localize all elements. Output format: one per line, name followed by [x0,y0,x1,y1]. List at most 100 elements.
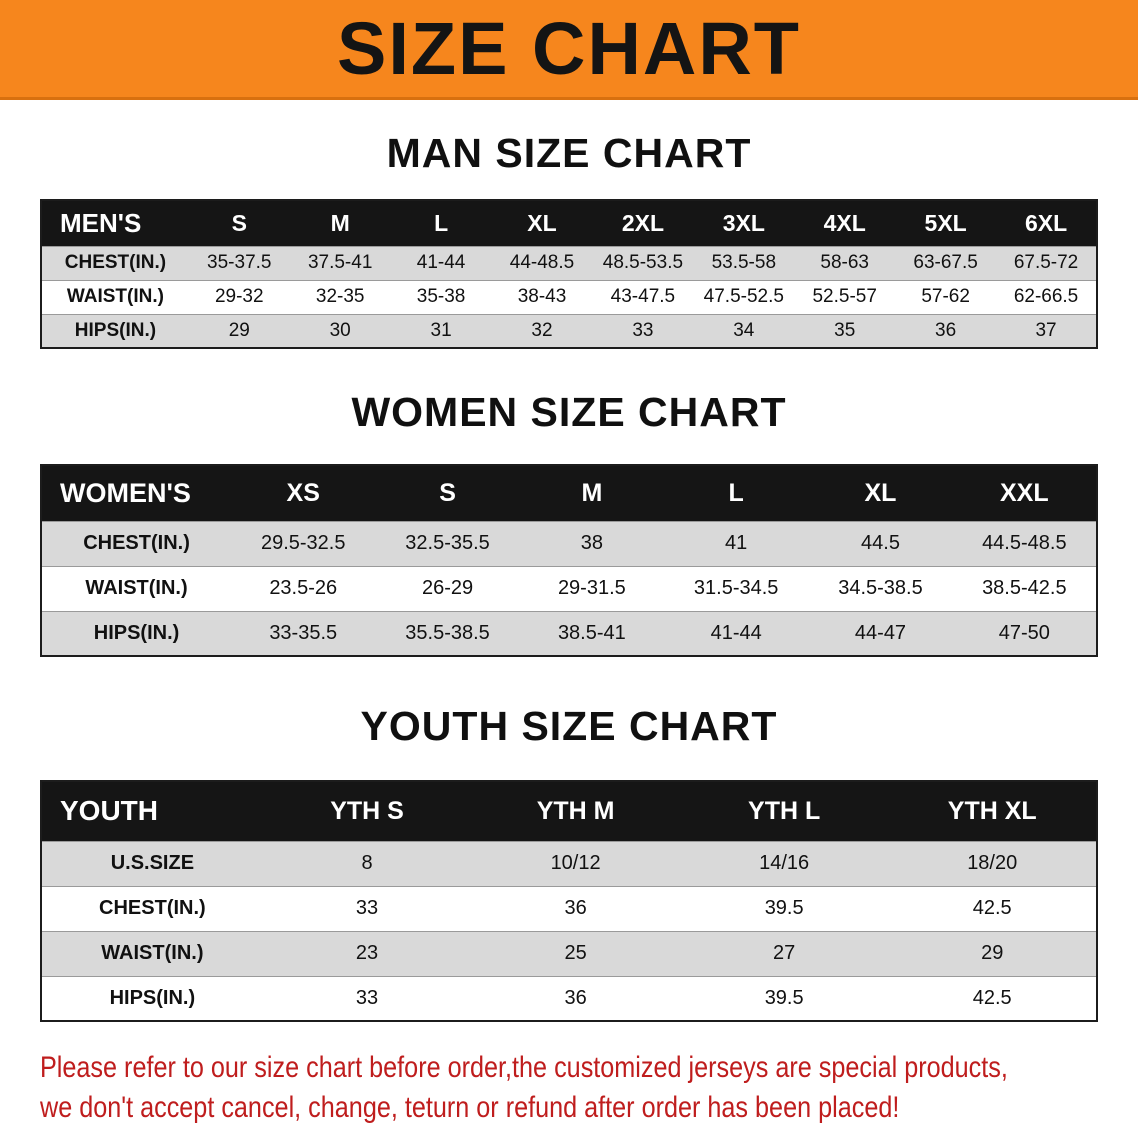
size-value: 43-47.5 [592,279,694,314]
table-row: HIPS(IN.) 33 36 39.5 42.5 [41,975,1097,1021]
women-size-section: WOMEN SIZE CHART WOMEN'S XS S M L XL XXL CHEST(… [0,389,1138,657]
size-value: 34.5-38.5 [808,565,953,611]
size-value: 37.5-41 [289,245,391,280]
size-value: 41 [664,520,809,566]
size-value: 23 [262,930,472,976]
size-value: 10/12 [471,840,680,886]
size-chart-banner: SIZE CHART [0,0,1138,100]
size-value: 47.5-52.5 [693,279,795,314]
size-value: 53.5-58 [693,245,795,280]
row-label: WAIST(IN.) [41,279,189,314]
size-value: 26-29 [375,565,520,611]
size-value: 35 [794,313,896,348]
men-size-table: MEN'S S M L XL 2XL 3XL 4XL 5XL 6XL CHEST(IN.) 35-37… [40,199,1098,349]
table-row: HIPS(IN.) 29 30 31 32 33 34 35 36 37 [41,313,1097,348]
size-column-header: YTH L [679,781,889,841]
size-value: 33 [262,975,472,1021]
size-value: 44-47 [808,610,953,656]
size-table: MEN'S S M L XL 2XL 3XL 4XL 5XL 6XL CHEST(IN.) 35-37… [40,199,1098,349]
size-value: 33-35.5 [231,610,376,656]
women-size-table: WOMEN'S XS S M L XL XXL CHEST(IN.) 29.5-32.5 32.5… [40,464,1098,657]
size-value: 33 [592,313,694,348]
size-column-header: S [188,200,290,246]
size-value: 52.5-57 [794,279,896,314]
size-value: 57-62 [895,279,997,314]
size-column-header: XS [231,465,376,521]
size-column-header: XXL [952,465,1097,521]
disclaimer: Please refer to our size chart before or… [40,1048,1138,1127]
men-section-heading: MAN SIZE CHART [386,130,752,176]
size-table: YOUTH YTH S YTH M YTH L YTH XL U.S.SIZE 8 10/12… [40,780,1098,1022]
disclaimer-line-1: Please refer to our size chart before or… [40,1051,1008,1084]
size-value: 29-31.5 [519,565,665,611]
youth-section-heading: YOUTH SIZE CHART [360,703,778,749]
row-label: CHEST(IN.) [41,245,189,280]
table-row: CHEST(IN.) 35-37.5 37.5-41 41-44 44-48.5 48.5… [41,245,1097,280]
size-column-header: YTH S [262,781,472,841]
size-value: 35-38 [390,279,492,314]
size-value: 41-44 [664,610,809,656]
size-value: 8 [262,840,472,886]
size-value: 32-35 [289,279,391,314]
row-label: WAIST(IN.) [41,565,232,611]
table-corner-label: WOMEN'S [41,465,232,521]
size-value: 35.5-38.5 [375,610,520,656]
table-header-row: YOUTH YTH S YTH M YTH L YTH XL [41,781,1097,841]
size-value: 37 [996,313,1097,348]
disclaimer-line-2: we don't accept cancel, change, teturn o… [40,1090,900,1124]
table-header-row: MEN'S S M L XL 2XL 3XL 4XL 5XL 6XL [41,200,1097,246]
table-corner-label: YOUTH [41,781,263,841]
table-row: CHEST(IN.) 29.5-32.5 32.5-35.5 38 41 44.5 44.5… [41,520,1097,566]
size-table: WOMEN'S XS S M L XL XXL CHEST(IN.) 29.5-32.5 32.5… [40,464,1098,657]
size-value: 62-66.5 [996,279,1097,314]
size-value: 42.5 [888,885,1097,931]
row-label: CHEST(IN.) [41,520,232,566]
row-label: U.S.SIZE [41,840,263,886]
size-value: 41-44 [390,245,492,280]
size-value: 63-67.5 [895,245,997,280]
size-column-header: M [289,200,391,246]
size-value: 36 [471,885,680,931]
table-row: U.S.SIZE 8 10/12 14/16 18/20 [41,840,1097,886]
size-value: 36 [471,975,680,1021]
size-value: 30 [289,313,391,348]
size-value: 38-43 [491,279,593,314]
size-column-header: L [664,465,809,521]
size-value: 38.5-41 [519,610,665,656]
size-value: 18/20 [888,840,1097,886]
size-value: 31.5-34.5 [664,565,809,611]
size-column-header: 4XL [794,200,896,246]
men-size-section: MAN SIZE CHART MEN'S S M L XL 2XL 3XL 4XL 5XL 6XL… [0,130,1138,349]
size-value: 36 [895,313,997,348]
row-label: CHEST(IN.) [41,885,263,931]
table-row: WAIST(IN.) 29-32 32-35 35-38 38-43 43-47.5 47.… [41,279,1097,314]
size-column-header: L [390,200,492,246]
size-value: 32.5-35.5 [375,520,520,566]
page-title: SIZE CHART [337,6,801,90]
size-column-header: XL [491,200,593,246]
size-value: 33 [262,885,472,931]
row-label: HIPS(IN.) [41,975,263,1021]
size-value: 44-48.5 [491,245,593,280]
size-value: 31 [390,313,492,348]
size-column-header: XL [808,465,953,521]
youth-size-section: YOUTH SIZE CHART YOUTH YTH S YTH M YTH L YTH… [0,703,1138,1022]
size-column-header: 2XL [592,200,694,246]
table-header-row: WOMEN'S XS S M L XL XXL [41,465,1097,521]
youth-size-table: YOUTH YTH S YTH M YTH L YTH XL U.S.SIZE 8 10/12… [40,780,1098,1022]
size-value: 67.5-72 [996,245,1097,280]
size-column-header: YTH XL [888,781,1097,841]
size-column-header: 6XL [996,200,1097,246]
size-value: 25 [471,930,680,976]
size-value: 39.5 [679,885,889,931]
size-column-header: 3XL [693,200,795,246]
table-corner-label: MEN'S [41,200,189,246]
size-value: 29.5-32.5 [231,520,376,566]
size-value: 38.5-42.5 [952,565,1097,611]
size-value: 23.5-26 [231,565,376,611]
women-section-heading: WOMEN SIZE CHART [351,389,787,435]
size-value: 42.5 [888,975,1097,1021]
size-value: 58-63 [794,245,896,280]
size-value: 38 [519,520,665,566]
